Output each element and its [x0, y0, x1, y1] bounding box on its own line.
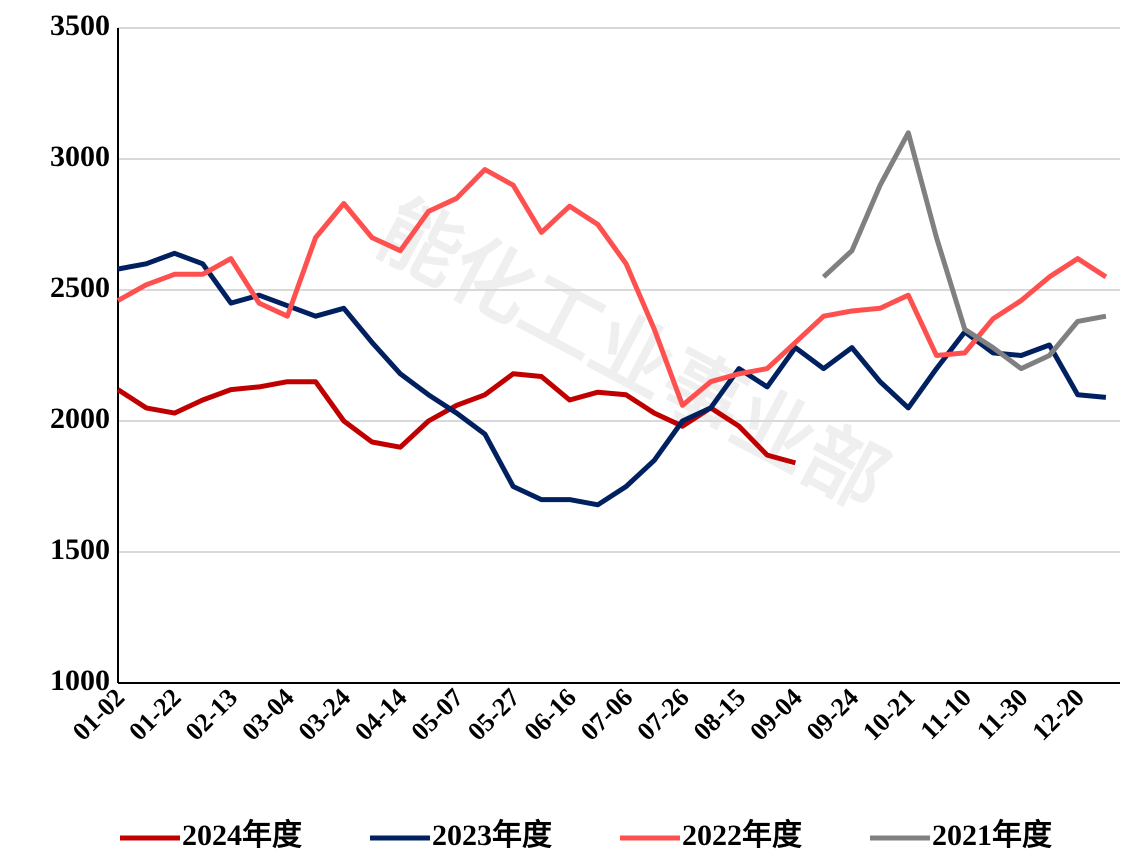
x-tick-label: 02-13: [180, 683, 243, 746]
x-tick-label: 11-10: [915, 683, 977, 745]
y-tick-label: 1500: [50, 533, 110, 566]
x-tick-label: 09-24: [801, 683, 864, 746]
x-tick-label: 01-22: [123, 683, 186, 746]
x-tick-label: 04-14: [349, 683, 412, 746]
x-tick-label: 03-04: [236, 683, 299, 746]
legend-label: 2023年度: [432, 819, 552, 852]
y-tick-label: 3500: [50, 9, 110, 42]
x-tick-label: 07-26: [631, 683, 694, 746]
legend-label: 2021年度: [932, 819, 1052, 852]
x-tick-label: 08-15: [688, 683, 751, 746]
legend-label: 2024年度: [182, 819, 302, 852]
x-tick-label: 11-30: [971, 683, 1033, 745]
x-tick-label: 06-16: [518, 683, 581, 746]
watermark: 能化工业事业部: [364, 183, 902, 528]
y-tick-label: 2500: [50, 271, 110, 304]
x-tick-label: 05-27: [462, 683, 525, 746]
x-tick-label: 07-06: [575, 683, 638, 746]
series-line: [116, 167, 1108, 408]
x-tick-label: 05-07: [406, 683, 469, 746]
y-tick-label: 1000: [50, 664, 110, 697]
series-line: [117, 250, 1107, 508]
y-tick-label: 2000: [50, 402, 110, 435]
legend-label: 2022年度: [682, 819, 802, 852]
series-line: [821, 130, 1107, 372]
x-tick-label: 03-24: [293, 683, 356, 746]
y-tick-label: 3000: [50, 140, 110, 173]
x-tick-label: 09-04: [744, 683, 807, 746]
series-line: [116, 371, 797, 466]
x-tick-label: 12-20: [1026, 683, 1089, 746]
x-tick-label: 10-21: [857, 683, 920, 746]
